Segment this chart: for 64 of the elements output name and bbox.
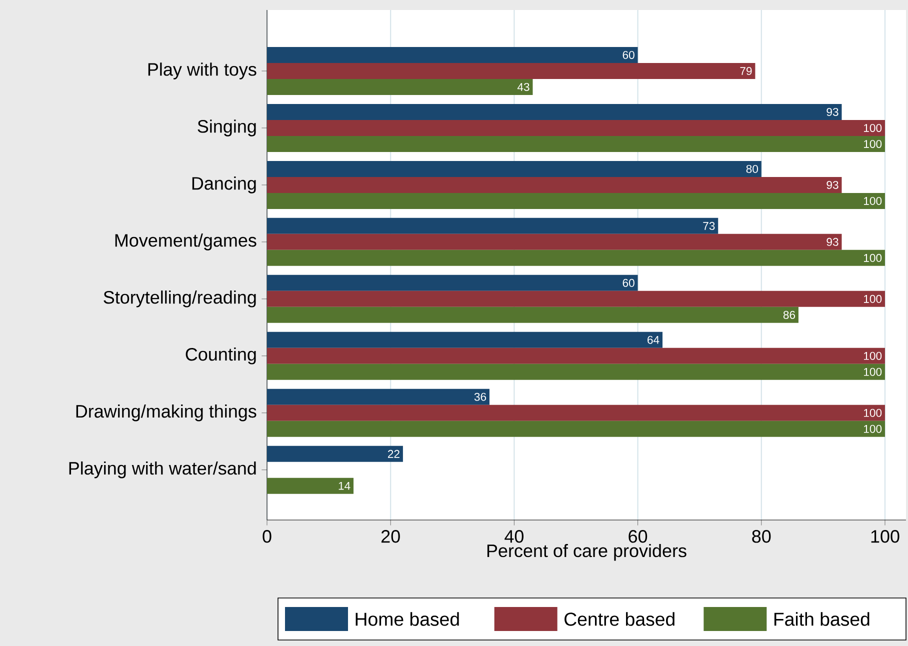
bar: [267, 218, 718, 234]
data-label: 100: [864, 254, 882, 262]
x-tick-label: 0: [262, 530, 272, 543]
y-tick-label: Dancing: [192, 176, 256, 194]
bar: [267, 104, 842, 120]
x-tick-label: 20: [381, 530, 400, 543]
bar: [267, 176, 842, 193]
bar: [267, 234, 842, 250]
bar: [267, 46, 638, 63]
data-label: 100: [864, 196, 882, 205]
data-label: 36: [474, 392, 486, 401]
data-label: 43: [517, 82, 530, 91]
data-label: 100: [864, 294, 882, 303]
bar: [267, 120, 885, 136]
data-label: 100: [864, 408, 882, 417]
legend-label: Faith based: [774, 612, 870, 626]
data-label: 93: [826, 238, 838, 246]
legend-label: Home based: [356, 612, 459, 626]
bar: [267, 62, 756, 79]
x-tick-label: 100: [871, 530, 900, 543]
x-axis-title: Percent of care providers: [487, 544, 686, 561]
y-tick-label: Storytelling/reading: [104, 290, 256, 308]
bar: [267, 348, 885, 364]
bar: [267, 250, 885, 266]
bar: [267, 306, 798, 323]
data-label: 100: [864, 424, 882, 433]
bar: [267, 446, 403, 462]
data-label: 100: [864, 368, 882, 376]
data-label: 100: [864, 124, 882, 132]
data-label: 93: [826, 108, 838, 116]
y-tick-label: Counting: [186, 348, 256, 364]
data-label: 60: [622, 278, 634, 287]
y-tick-label: Movement/games: [115, 234, 256, 250]
data-label: 93: [826, 180, 838, 189]
bar: [267, 78, 533, 95]
y-tick-label: Drawing/making things: [76, 404, 256, 422]
bar: [267, 388, 490, 405]
y-tick-label: Singing: [198, 120, 256, 136]
x-tick-label: 60: [628, 530, 648, 543]
data-label: 100: [864, 352, 882, 360]
bar: [267, 290, 885, 307]
legend-label: Centre based: [564, 612, 674, 626]
bar: [267, 160, 762, 177]
bar: [267, 274, 638, 291]
bar: [267, 420, 885, 437]
x-tick-label: 40: [504, 530, 524, 543]
bar: [267, 136, 885, 152]
data-label: 22: [388, 450, 400, 458]
data-label: 80: [746, 164, 758, 173]
data-label: 86: [783, 310, 796, 319]
x-tick-label: 80: [752, 530, 771, 543]
data-label: 79: [740, 66, 752, 75]
data-label: 64: [648, 336, 660, 344]
bar: [267, 404, 885, 421]
bar: [267, 192, 885, 209]
data-label: 14: [338, 482, 350, 490]
data-label: 73: [703, 222, 715, 230]
y-tick-label: Play with toys: [148, 62, 256, 80]
data-label: 100: [864, 140, 882, 148]
data-label: 60: [622, 50, 634, 59]
bar: [267, 478, 354, 494]
y-tick-label: Playing with water/sand: [69, 461, 256, 478]
bar: [267, 332, 663, 348]
bar: [267, 364, 885, 380]
